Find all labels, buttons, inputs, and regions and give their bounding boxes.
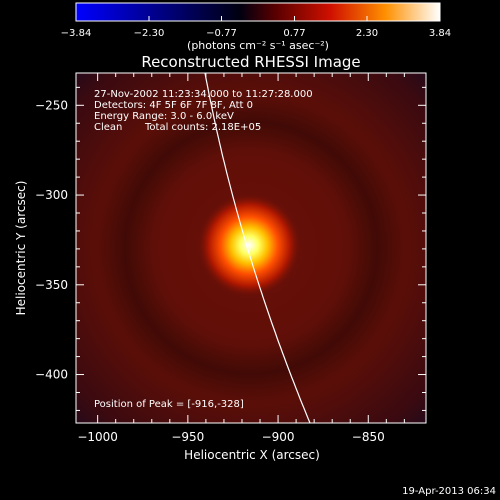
- annotation-time-range: 27-Nov-2002 11:23:34.000 to 11:27:28.000: [94, 89, 313, 100]
- colorbar-units-label: (photons cm⁻² s⁻¹ asec⁻²): [187, 39, 329, 52]
- colorbar-tick-label: 2.30: [356, 28, 378, 39]
- x-tick-label: −850: [352, 430, 385, 444]
- annotation-clean: Clean: [94, 122, 122, 133]
- plot-frame: [75, 72, 427, 424]
- y-axis-label: Heliocentric Y (arcsec): [14, 181, 28, 316]
- annotation-total-counts: Total counts: 2.18E+05: [144, 122, 261, 133]
- x-tick-label: −900: [262, 430, 295, 444]
- heatmap-image: [76, 73, 426, 423]
- chart-title: Reconstructed RHESSI Image: [141, 53, 360, 71]
- solar-limb-line: [204, 73, 311, 423]
- footer-timestamp: 19-Apr-2013 06:34: [402, 486, 496, 497]
- x-tick-label: −950: [171, 430, 204, 444]
- colorbar-tick-label: −2.30: [134, 28, 165, 39]
- colorbar-tick-label: 0.77: [283, 28, 305, 39]
- colorbar: [75, 2, 441, 22]
- colorbar-tick-label: 3.84: [429, 28, 451, 39]
- colorbar-tick-label: −3.84: [61, 28, 92, 39]
- y-tick-label: −350: [35, 278, 68, 292]
- axes: −1000 −950 −900 −850 −250 −300 −350 −400: [35, 73, 426, 444]
- peak-source: [197, 193, 302, 298]
- x-tick-label: −1000: [77, 430, 118, 444]
- y-tick-label: −250: [35, 98, 68, 112]
- annotation-energy-range: Energy Range: 3.0 - 6.0 keV: [94, 111, 234, 122]
- y-tick-label: −300: [35, 188, 68, 202]
- x-axis-label: Heliocentric X (arcsec): [184, 448, 320, 462]
- colorbar-ticks: −3.84 −2.30 −0.77 0.77 2.30 3.84: [61, 16, 451, 39]
- peak-position-label: Position of Peak = [-916,-328]: [94, 399, 244, 410]
- colorbar-tick-label: −0.77: [206, 28, 237, 39]
- annotation-detectors: Detectors: 4F 5F 6F 7F 8F, Att 0: [94, 100, 253, 111]
- y-tick-label: −400: [35, 368, 68, 382]
